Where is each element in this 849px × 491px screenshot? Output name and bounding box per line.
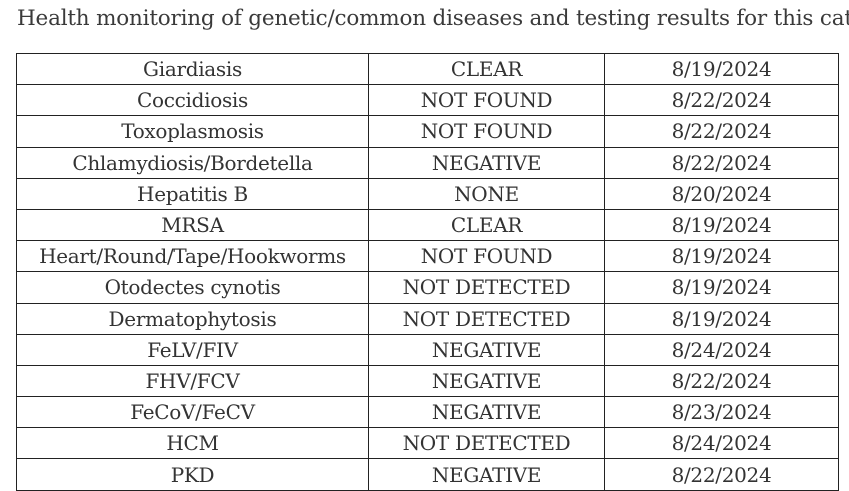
test-date-cell: 8/22/2024 bbox=[604, 364, 839, 398]
table-row: FeLV/FIV NEGATIVE 8/24/2024 bbox=[16, 333, 839, 366]
test-date-cell: 8/22/2024 bbox=[604, 146, 839, 179]
test-name-cell: Toxoplasmosis bbox=[16, 115, 369, 148]
test-results-body: Giardiasis CLEAR 8/19/2024 Coccidiosis NOT F… bbox=[16, 52, 839, 491]
table-row: Otodectes cynotis NOT DETECTED 8/19/2024 bbox=[16, 271, 839, 304]
test-name-cell: FHV/FCV bbox=[16, 364, 369, 398]
test-date-cell: 8/24/2024 bbox=[604, 333, 839, 366]
test-result-cell: NEGATIVE bbox=[368, 333, 605, 366]
table-row: Toxoplasmosis NOT FOUND 8/22/2024 bbox=[16, 115, 839, 148]
table-row: FHV/FCV NEGATIVE 8/22/2024 bbox=[16, 364, 839, 398]
test-result-cell: NEGATIVE bbox=[368, 364, 605, 398]
test-result-cell: CLEAR bbox=[368, 52, 605, 86]
test-result-cell: NOT FOUND bbox=[368, 115, 605, 148]
table-row: Heart/Round/Tape/Hookworms NOT FOUND 8/19/… bbox=[16, 240, 839, 273]
table-row: Coccidiosis NOT FOUND 8/22/2024 bbox=[16, 84, 839, 117]
test-name-cell: FeLV/FIV bbox=[16, 333, 369, 366]
table-row: Hepatitis B NONE 8/20/2024 bbox=[16, 177, 839, 210]
test-date-cell: 8/23/2024 bbox=[604, 396, 839, 429]
test-result-cell: NEGATIVE bbox=[368, 458, 605, 491]
table-row: Chlamydiosis/Bordetella NEGATIVE 8/22/2024 bbox=[16, 146, 839, 179]
test-result-cell: NONE bbox=[368, 177, 605, 210]
test-date-cell: 8/19/2024 bbox=[604, 52, 839, 86]
test-date-cell: 8/24/2024 bbox=[604, 427, 839, 460]
page-heading: Health monitoring of genetic/common dise… bbox=[17, 6, 849, 31]
test-result-cell: NOT DETECTED bbox=[368, 302, 605, 335]
test-name-cell: Chlamydiosis/Bordetella bbox=[16, 146, 369, 179]
test-date-cell: 8/19/2024 bbox=[604, 208, 839, 242]
test-results-table: Giardiasis CLEAR 8/19/2024 Coccidiosis NOT F… bbox=[16, 52, 839, 491]
table-row: PKD NEGATIVE 8/22/2024 bbox=[16, 458, 839, 491]
table-row: HCM NOT DETECTED 8/24/2024 bbox=[16, 427, 839, 460]
test-name-cell: Coccidiosis bbox=[16, 84, 369, 117]
test-result-cell: NOT DETECTED bbox=[368, 271, 605, 304]
test-date-cell: 8/19/2024 bbox=[604, 302, 839, 335]
test-name-cell: Heart/Round/Tape/Hookworms bbox=[16, 240, 369, 273]
test-result-cell: NEGATIVE bbox=[368, 396, 605, 429]
test-date-cell: 8/19/2024 bbox=[604, 271, 839, 304]
table-row: Giardiasis CLEAR 8/19/2024 bbox=[16, 52, 839, 86]
test-name-cell: MRSA bbox=[16, 208, 369, 242]
test-date-cell: 8/22/2024 bbox=[604, 115, 839, 148]
table-row: FeCoV/FeCV NEGATIVE 8/23/2024 bbox=[16, 396, 839, 429]
test-date-cell: 8/19/2024 bbox=[604, 240, 839, 273]
test-date-cell: 8/22/2024 bbox=[604, 84, 839, 117]
test-name-cell: FeCoV/FeCV bbox=[16, 396, 369, 429]
test-date-cell: 8/20/2024 bbox=[604, 177, 839, 210]
test-result-cell: NOT DETECTED bbox=[368, 427, 605, 460]
test-name-cell: PKD bbox=[16, 458, 369, 491]
test-result-cell: NOT FOUND bbox=[368, 240, 605, 273]
test-name-cell: Hepatitis B bbox=[16, 177, 369, 210]
test-name-cell: Dermatophytosis bbox=[16, 302, 369, 335]
test-result-cell: NEGATIVE bbox=[368, 146, 605, 179]
test-result-cell: NOT FOUND bbox=[368, 84, 605, 117]
table-row: MRSA CLEAR 8/19/2024 bbox=[16, 208, 839, 242]
test-name-cell: Otodectes cynotis bbox=[16, 271, 369, 304]
test-date-cell: 8/22/2024 bbox=[604, 458, 839, 491]
table-row: Dermatophytosis NOT DETECTED 8/19/2024 bbox=[16, 302, 839, 335]
test-name-cell: Giardiasis bbox=[16, 52, 369, 86]
test-result-cell: CLEAR bbox=[368, 208, 605, 242]
test-name-cell: HCM bbox=[16, 427, 369, 460]
